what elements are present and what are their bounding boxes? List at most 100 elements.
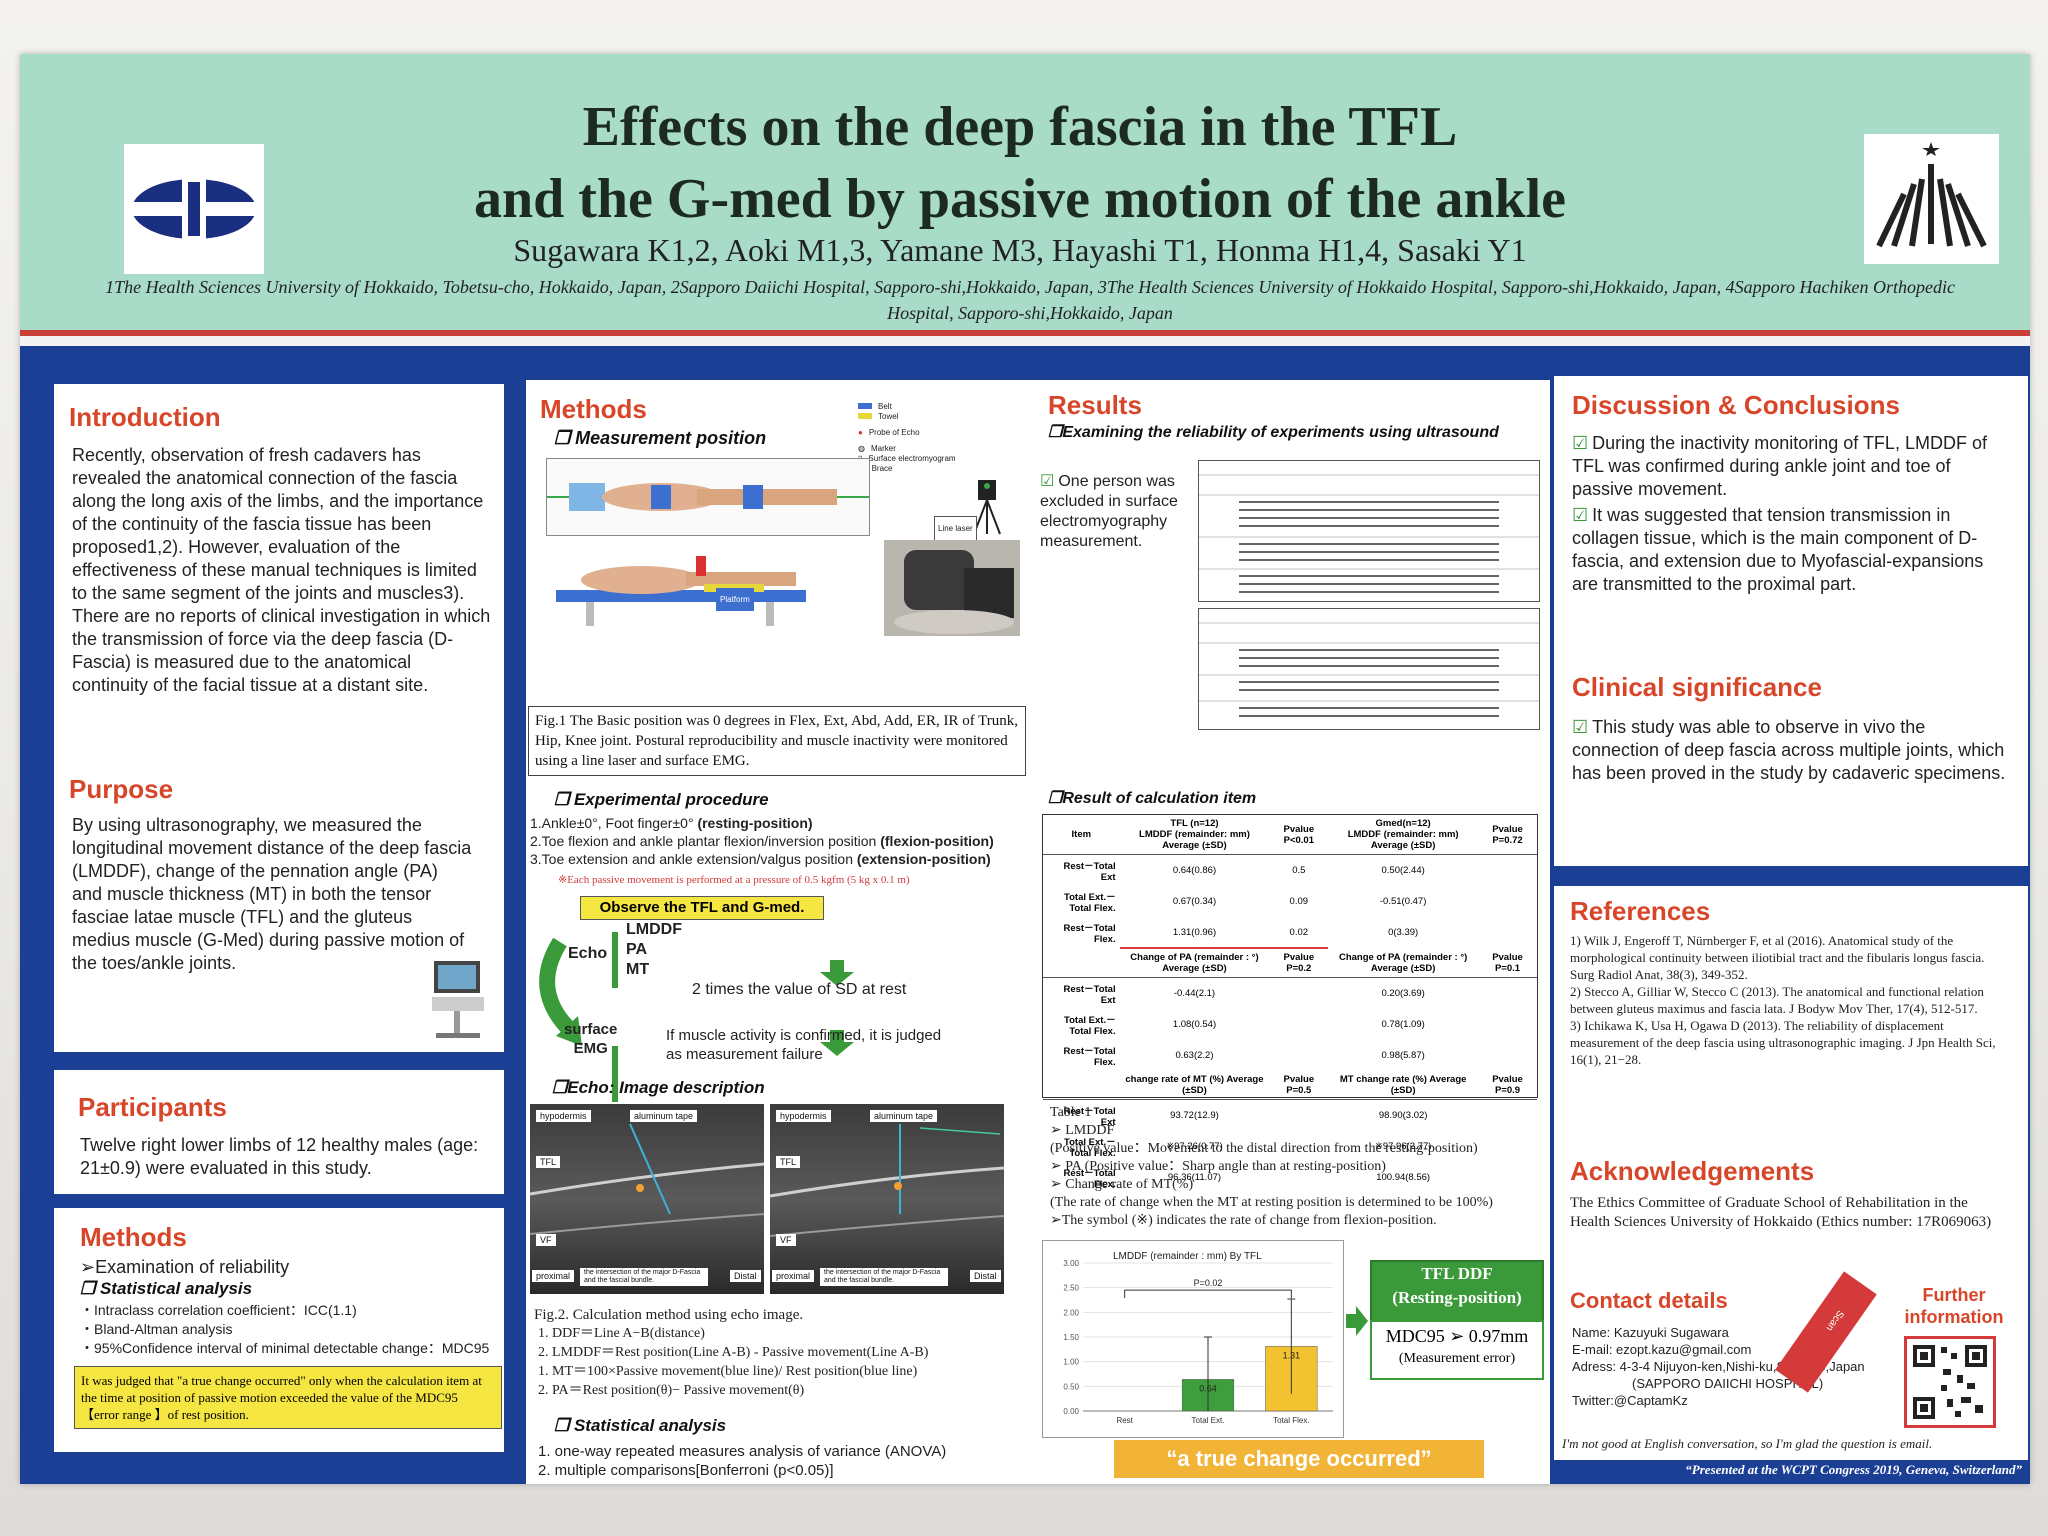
methods-left-heading: Methods <box>80 1222 187 1252</box>
echo-label-proximal: proximal <box>772 1270 815 1282</box>
reliability-line: ➢Examination of reliability <box>80 1257 290 1277</box>
introduction-panel: Introduction Recently, observation of fr… <box>54 384 504 764</box>
clinical-heading: Clinical significance <box>1572 672 1822 702</box>
purpose-heading: Purpose <box>69 774 174 804</box>
procedure-2: 2.Toe flexion and ankle plantar flexion/… <box>530 833 994 849</box>
methods-panel: Methods ❒ Measurement position Belt Towe… <box>526 380 1030 1484</box>
poster: Effects on the deep fascia in the TFL an… <box>20 54 2030 1484</box>
chart-ytick-label: 2.00 <box>1063 1308 1079 1317</box>
figure-2-caption: Fig.2. Calculation method using echo ima… <box>534 1307 804 1323</box>
header-divider-red <box>20 330 2030 336</box>
discussion-panel: Discussion & Conclusions During the inac… <box>1554 376 2028 866</box>
references-panel: References 1) Wilk J, Engeroff T, Nürnbe… <box>1554 886 2028 1174</box>
echo-image-sub: ❒Echo: Image description <box>552 1078 765 1097</box>
ultrasound-device-image <box>426 957 494 1042</box>
chart-x-label: Rest <box>1116 1416 1133 1425</box>
sd-text: 2 times the value of SD at rest <box>692 981 907 998</box>
poster-title-line2: and the G-med by passive motion of the a… <box>473 168 1567 230</box>
tfl-ddf-box: TFL DDF (Resting-position) <box>1370 1260 1544 1322</box>
procedure-3: 3.Toe extension and ankle extension/valg… <box>530 851 991 867</box>
measurement-position-sub: ❒ Measurement position <box>554 428 767 448</box>
platform-label: Platform <box>716 588 754 611</box>
echo-label: Echo <box>568 945 608 962</box>
experimental-procedure-sub: ❒ Experimental procedure <box>554 790 769 809</box>
figure-2-items: 1. DDF＝Line A−B(distance) 2. LMDDF＝Rest p… <box>538 1326 929 1398</box>
contact-note: I'm not good at English conversation, so… <box>1562 1436 1933 1451</box>
further-information: Further information <box>1904 1285 2004 1327</box>
affiliations: 1The Health Sciences University of Hokka… <box>105 277 1955 323</box>
clinical-text: This study was able to observe in vivo t… <box>1572 716 2012 785</box>
true-change-banner: “a true change occurred” <box>1114 1440 1484 1478</box>
references-list: 1) Wilk J, Engeroff T, Nürnberger F, et … <box>1570 933 1996 1067</box>
echo-label-aluminum: aluminum tape <box>870 1110 938 1122</box>
calculation-sub: ❒Result of calculation item <box>1048 790 1257 807</box>
echo-label-hypodermis: hypodermis <box>536 1110 591 1122</box>
chart-data-label: 1.31 <box>1283 1350 1301 1360</box>
echo-label-tfl: TFL <box>536 1156 561 1168</box>
emg-text: If muscle activity is confirmed, it is j… <box>666 1027 942 1063</box>
discussion-heading: Discussion & Conclusions <box>1572 390 1900 420</box>
contact-heading: Contact details <box>1570 1288 1728 1313</box>
procedure-note: ※Each passive movement is performed at a… <box>558 874 910 886</box>
table-notes: Table 1 ➢ LMDDF (Positive value：Movement t… <box>1050 1105 1493 1228</box>
congress-footer: “Presented at the WCPT Congress 2019, Ge… <box>1685 1462 2022 1477</box>
echo-label-hypodermis: hypodermis <box>776 1110 831 1122</box>
statistical-analysis-sub-2: ❒ Statistical analysis <box>554 1416 727 1435</box>
results-table: Item TFL (n=12) LMDDF (remainder: mm) Aver… <box>1042 814 1538 1190</box>
true-change-note: It was judged that "a true change occurr… <box>74 1366 502 1429</box>
side-view-figure <box>556 548 806 626</box>
methods-heading: Methods <box>540 394 647 424</box>
echo-label-distal: Distal <box>970 1270 1001 1282</box>
chart-ytick-label: 0.50 <box>1063 1382 1079 1391</box>
chart-title: LMDDF (remainder : mm) By TFL <box>1113 1251 1262 1262</box>
figure-1-caption: Fig.1 The Basic position was 0 degrees i… <box>528 706 1026 776</box>
chart-ytick-label: 1.00 <box>1063 1358 1079 1367</box>
chart-significance-bracket <box>1124 1289 1292 1299</box>
chart-x-label: Total Ext. <box>1192 1416 1225 1425</box>
echo-label-vf: VF <box>536 1234 556 1246</box>
statistical-item-2: ・Bland-Altman analysis <box>80 1321 233 1337</box>
participants-text: Twelve right lower limbs of 12 healthy m… <box>80 1135 479 1178</box>
echo-label-vf: VF <box>776 1234 796 1246</box>
echo-items: LMDDF PA MT <box>626 921 682 978</box>
purpose-panel: Purpose By using ultrasonography, we mea… <box>54 752 504 1052</box>
authors: Sugawara K1,2, Aoki M1,3, Yamane M3, Hay… <box>513 232 1527 268</box>
chart-svg: 0.00 0.50 1.00 1.50 2.00 2.50 3.00 Rest 0.64 Tota… <box>1063 1259 1333 1425</box>
chart-annotation: P=0.02 <box>1194 1278 1223 1288</box>
results-heading: Results <box>1048 390 1142 420</box>
header-divider-white <box>20 336 2030 346</box>
introduction-text: Recently, observation of fresh cadavers … <box>72 445 491 695</box>
line-laser-icon <box>964 476 1010 536</box>
qr-code[interactable] <box>1904 1336 1996 1428</box>
participants-panel: Participants Twelve right lower limbs of… <box>54 1070 504 1194</box>
acknowledgements-heading: Acknowledgements <box>1570 1156 1815 1186</box>
mdc-box: MDC95 ➢ 0.97mm (Measurement error) <box>1370 1320 1544 1380</box>
echo-label-aluminum: aluminum tape <box>630 1110 698 1122</box>
reliability-table-tfl <box>1198 460 1540 602</box>
discussion-item-2: It was suggested that tension transmissi… <box>1572 504 2012 596</box>
top-view-figure <box>546 458 870 536</box>
references-heading: References <box>1570 896 1711 926</box>
chart-ytick-label: 1.50 <box>1063 1333 1079 1342</box>
participants-heading: Participants <box>78 1092 227 1122</box>
echo-image-rest: hypodermis aluminum tape TFL VF proximal… <box>530 1104 764 1294</box>
statistical-item-3: ・95%Confidence interval of minimal detec… <box>80 1340 490 1356</box>
brace-photo <box>884 540 1020 636</box>
excluded-note: One person was excluded in surface elect… <box>1040 472 1190 552</box>
lmddf-chart: LMDDF (remainder : mm) By TFL 0.00 0.50 1.… <box>1042 1240 1344 1438</box>
results-panel: Results ❒Examining the reliability of ex… <box>1028 380 1550 1484</box>
methods-left-panel: Methods ➢Examination of reliability ❒ St… <box>54 1208 504 1452</box>
emg-label: surface EMG <box>564 1021 618 1057</box>
statistical-analysis-sub: ❒ Statistical analysis <box>80 1279 253 1298</box>
contact-panel: Contact details Name: Kazuyuki Sugawara E… <box>1554 1262 2028 1460</box>
reliability-sub: ❒Examining the reliability of experiment… <box>1048 424 1499 441</box>
echo-label-intersection: the intersection of the major D-Fascia a… <box>820 1268 948 1286</box>
chart-x-label: Total Flex. <box>1273 1416 1309 1425</box>
acknowledgements-text: The Ethics Committee of Graduate School … <box>1570 1195 1992 1230</box>
line-laser-label: Line laser <box>934 516 977 541</box>
poster-header <box>20 54 2030 330</box>
introduction-heading: Introduction <box>69 402 221 432</box>
observe-banner: Observe the TFL and G-med. <box>580 896 824 920</box>
echo-label-tfl: TFL <box>776 1156 801 1168</box>
chart-ytick-label: 2.50 <box>1063 1284 1079 1293</box>
